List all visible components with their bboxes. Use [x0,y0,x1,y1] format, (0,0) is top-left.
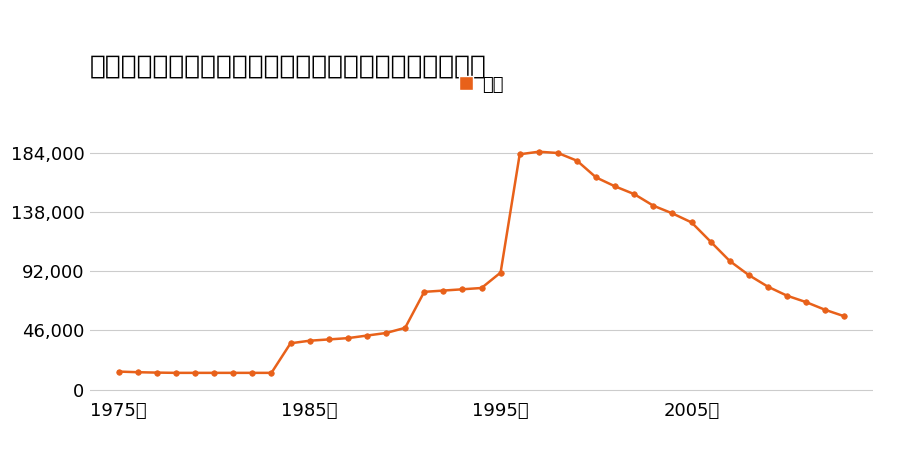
Legend: 価格: 価格 [459,76,504,94]
Text: 富山県富山市下富居２丁目字八幡割３８番５の地価推移: 富山県富山市下富居２丁目字八幡割３８番５の地価推移 [90,53,487,79]
